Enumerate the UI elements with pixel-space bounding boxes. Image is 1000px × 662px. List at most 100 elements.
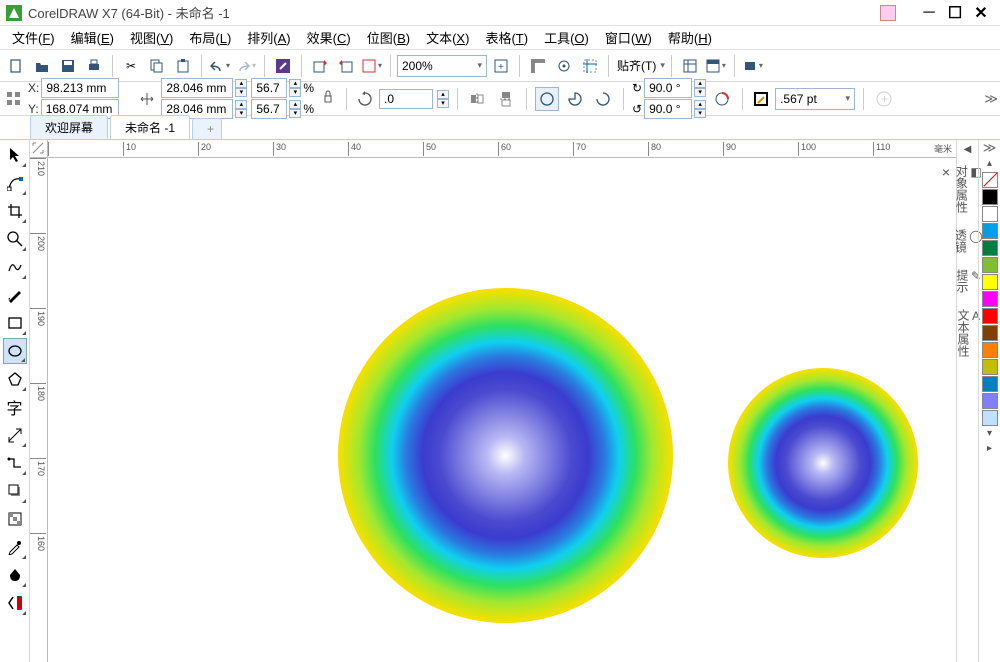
show-guides-button[interactable] <box>578 54 602 78</box>
launch-button[interactable] <box>704 54 728 78</box>
tab-welcome[interactable]: 欢迎屏幕 <box>30 115 108 139</box>
eyedropper-tool[interactable] <box>3 534 27 560</box>
paste-button[interactable] <box>171 54 195 78</box>
fullscreen-button[interactable]: + <box>489 54 513 78</box>
options-button[interactable] <box>678 54 702 78</box>
cut-button[interactable]: ✂ <box>119 54 143 78</box>
mirror-h-button[interactable] <box>466 87 490 111</box>
ellipse-tool[interactable] <box>3 338 27 364</box>
mirror-v-button[interactable] <box>494 87 518 111</box>
swatch[interactable] <box>982 393 998 409</box>
text-tool[interactable]: 字 <box>3 394 27 420</box>
swatch[interactable] <box>982 274 998 290</box>
swatch[interactable] <box>982 223 998 239</box>
undo-button[interactable] <box>208 54 232 78</box>
overflow-icon[interactable]: ≫ <box>984 91 998 107</box>
artistic-media-tool[interactable] <box>3 282 27 308</box>
menu-t[interactable]: 表格(T) <box>477 26 536 49</box>
arc-mode-button[interactable] <box>591 87 615 111</box>
menu-x[interactable]: 文本(X) <box>418 26 477 49</box>
search-content-button[interactable] <box>271 54 295 78</box>
print-button[interactable] <box>82 54 106 78</box>
rainbow-circle-small[interactable] <box>728 368 918 558</box>
ruler-origin[interactable] <box>30 140 48 158</box>
smart-fill-tool[interactable] <box>3 590 27 616</box>
export-button[interactable] <box>334 54 358 78</box>
menu-o[interactable]: 工具(O) <box>536 26 597 49</box>
show-grid-button[interactable] <box>552 54 576 78</box>
swatch[interactable] <box>982 257 998 273</box>
copy-button[interactable] <box>145 54 169 78</box>
menu-a[interactable]: 排列(A) <box>239 26 298 49</box>
menu-e[interactable]: 编辑(E) <box>63 26 122 49</box>
rotation-input[interactable] <box>379 89 433 109</box>
transparency-tool[interactable] <box>3 506 27 532</box>
direction-button[interactable] <box>710 87 734 111</box>
menu-h[interactable]: 帮助(H) <box>660 26 720 49</box>
swatch[interactable] <box>982 325 998 341</box>
swatch[interactable] <box>982 410 998 426</box>
no-color-swatch[interactable] <box>982 172 998 188</box>
swatch[interactable] <box>982 291 998 307</box>
outline-width-select[interactable]: .567 pt▾ <box>775 88 855 110</box>
tab-add-button[interactable]: + <box>192 118 222 139</box>
crop-tool[interactable] <box>3 198 27 224</box>
import-button[interactable] <box>308 54 332 78</box>
menu-b[interactable]: 位图(B) <box>359 26 418 49</box>
palette-more-icon[interactable]: ≫ <box>983 140 997 156</box>
swatch[interactable] <box>982 189 998 205</box>
redo-button[interactable] <box>234 54 258 78</box>
close-view-icon[interactable]: × <box>942 164 950 180</box>
to-front-button[interactable]: + <box>872 87 896 111</box>
palette-expand-icon[interactable]: ▸ <box>987 443 992 454</box>
width-input[interactable] <box>161 78 233 98</box>
menu-f[interactable]: 文件(F) <box>4 26 63 49</box>
lock-ratio-icon[interactable] <box>318 89 338 109</box>
publish-pdf-button[interactable] <box>360 54 384 78</box>
show-rulers-button[interactable] <box>526 54 550 78</box>
user-icon[interactable] <box>880 5 896 21</box>
vertical-ruler[interactable]: 210200190180170160 <box>30 158 48 662</box>
swatch[interactable] <box>982 376 998 392</box>
zoom-tool[interactable] <box>3 226 27 252</box>
open-button[interactable] <box>30 54 54 78</box>
connector-tool[interactable] <box>3 450 27 476</box>
zoom-select[interactable]: 200%▾ <box>397 55 487 77</box>
menu-w[interactable]: 窗口(W) <box>597 26 660 49</box>
maximize-button[interactable]: ☐ <box>942 3 968 23</box>
horizontal-ruler[interactable]: 毫米102030405060708090100110 <box>48 140 956 158</box>
menu-c[interactable]: 效果(C) <box>299 26 359 49</box>
scaley-input[interactable] <box>251 99 287 119</box>
rainbow-circle-large[interactable] <box>338 288 673 623</box>
new-button[interactable] <box>4 54 28 78</box>
polygon-tool[interactable] <box>3 366 27 392</box>
palette-down-icon[interactable]: ▾ <box>987 428 992 439</box>
pick-tool[interactable] <box>3 142 27 168</box>
x-input[interactable] <box>41 78 119 98</box>
palette-up-icon[interactable]: ▴ <box>987 158 992 169</box>
freehand-tool[interactable] <box>3 254 27 280</box>
parallel-dim-tool[interactable] <box>3 422 27 448</box>
snap-label[interactable]: 贴齐(T) <box>615 57 658 74</box>
swatch[interactable] <box>982 308 998 324</box>
close-button[interactable]: ✕ <box>968 3 994 23</box>
menu-l[interactable]: 布局(L) <box>181 26 239 49</box>
tab-document[interactable]: 未命名 -1 <box>110 115 190 139</box>
shape-tool[interactable] <box>3 170 27 196</box>
minimize-button[interactable]: ─ <box>916 3 942 23</box>
end-angle-input[interactable] <box>644 99 692 119</box>
start-angle-input[interactable] <box>644 78 692 98</box>
save-button[interactable] <box>56 54 80 78</box>
swatch[interactable] <box>982 342 998 358</box>
pie-mode-button[interactable] <box>563 87 587 111</box>
swatch[interactable] <box>982 240 998 256</box>
scalex-input[interactable] <box>251 78 287 98</box>
menu-v[interactable]: 视图(V) <box>122 26 181 49</box>
drop-shadow-tool[interactable] <box>3 478 27 504</box>
swatch[interactable] <box>982 359 998 375</box>
app-launcher-button[interactable] <box>741 54 765 78</box>
drawing-canvas[interactable]: × <box>48 158 956 662</box>
rectangle-tool[interactable] <box>3 310 27 336</box>
interactive-fill-tool[interactable] <box>3 562 27 588</box>
swatch[interactable] <box>982 206 998 222</box>
